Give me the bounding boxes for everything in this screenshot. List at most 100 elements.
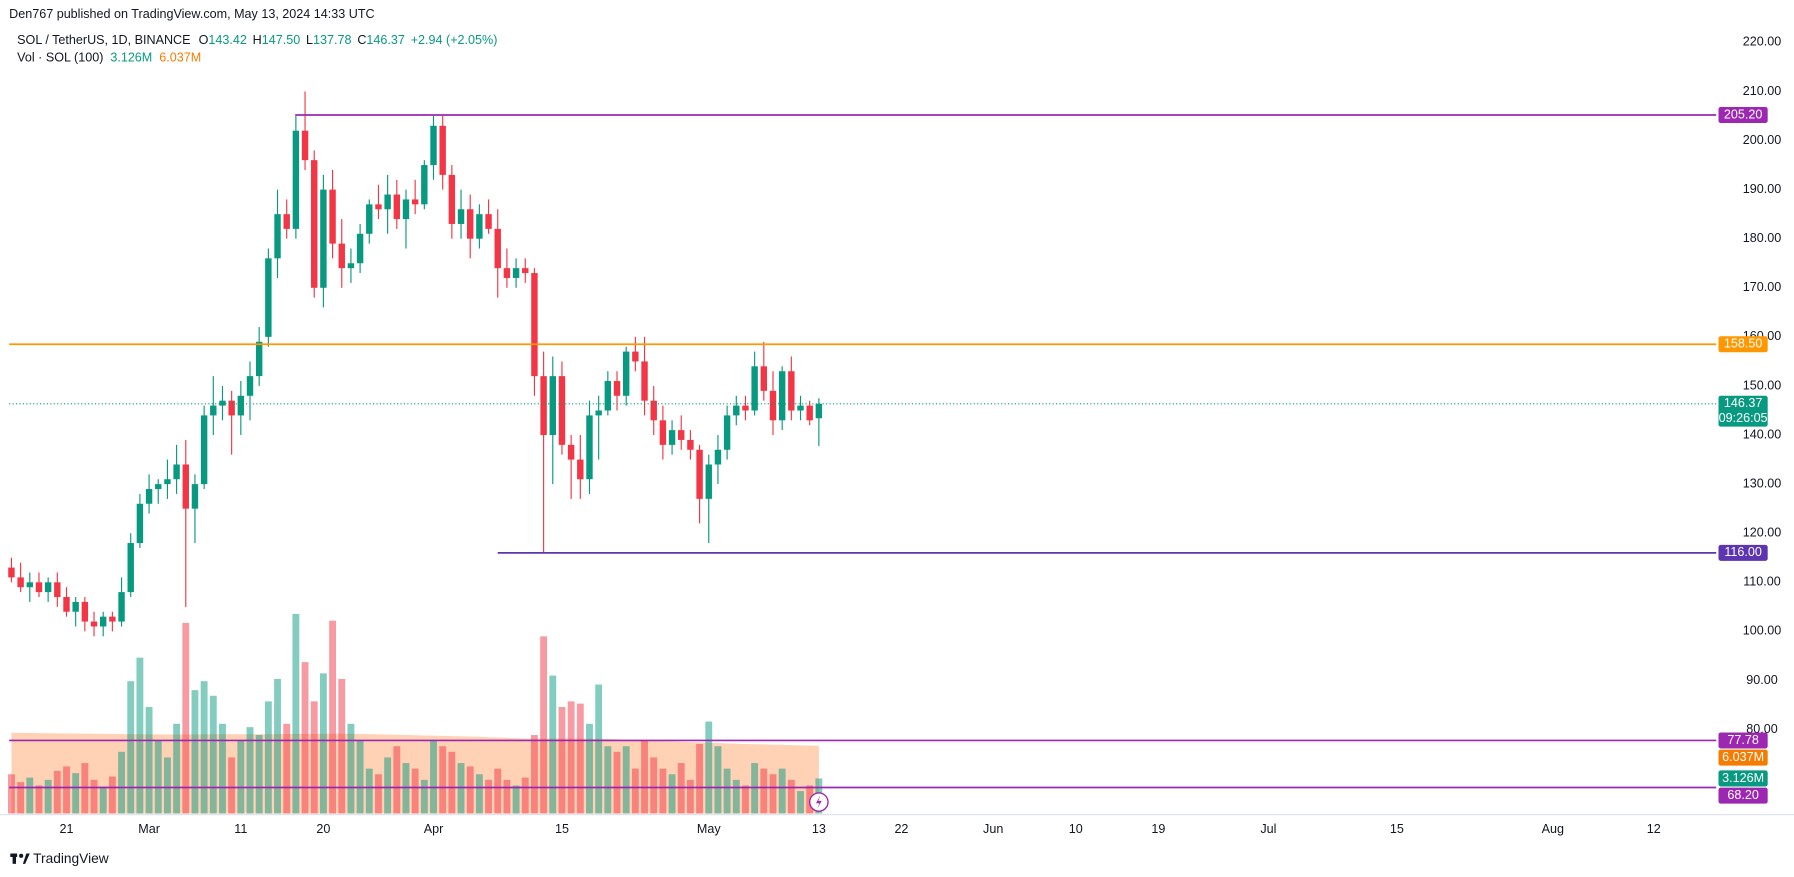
y-tick-label: 130.00 bbox=[1743, 476, 1781, 490]
footer-text: TradingView bbox=[33, 851, 109, 866]
candle-body bbox=[320, 189, 327, 288]
candle-body bbox=[485, 214, 492, 229]
x-tick-label: 15 bbox=[555, 822, 569, 836]
candle-body bbox=[476, 214, 483, 239]
candle-body bbox=[622, 351, 630, 396]
legend-line: SOL / TetherUS, 1D, BINANCE O143.42 H147… bbox=[17, 34, 497, 48]
volume-bar bbox=[613, 751, 621, 814]
price-line-badge bbox=[1718, 732, 1768, 749]
candle-body bbox=[751, 366, 758, 411]
candle-body bbox=[54, 582, 61, 598]
candle-body bbox=[402, 199, 410, 220]
candle-body bbox=[375, 204, 382, 210]
volume-bar bbox=[173, 723, 181, 814]
volume-bar bbox=[622, 746, 630, 814]
candle-body bbox=[99, 616, 107, 627]
volume-bar bbox=[494, 768, 502, 814]
volume-bar bbox=[686, 779, 694, 814]
candle-body bbox=[145, 489, 153, 504]
volume-badge bbox=[1718, 770, 1768, 787]
volume-bar bbox=[595, 684, 603, 814]
volume-bar bbox=[668, 774, 676, 814]
volume-bar bbox=[301, 662, 309, 814]
candle-body bbox=[228, 400, 235, 416]
volume-title: Vol · SOL (100) bbox=[17, 51, 103, 65]
x-tick-label: 20 bbox=[316, 822, 330, 836]
candle-body bbox=[494, 228, 501, 269]
candle-body bbox=[90, 621, 98, 627]
field-key: C bbox=[357, 34, 366, 48]
volume-bar bbox=[384, 757, 392, 814]
candle-body bbox=[191, 484, 199, 509]
candle-body bbox=[577, 459, 584, 480]
candle-body bbox=[733, 405, 740, 416]
volume-bar bbox=[576, 703, 584, 814]
candle-body bbox=[274, 214, 281, 259]
volume-bar bbox=[567, 701, 575, 814]
volume-bar bbox=[283, 723, 291, 814]
volume-bar bbox=[631, 768, 639, 814]
volume-bar bbox=[26, 777, 34, 814]
candle-body bbox=[815, 403, 823, 419]
volume-bar bbox=[310, 701, 318, 814]
volume-bar bbox=[264, 701, 272, 814]
current-price-badge-text: 09:26:05 bbox=[1719, 411, 1768, 425]
volume-bar bbox=[118, 751, 125, 814]
volume-bar bbox=[237, 740, 245, 814]
symbol: SOL / TetherUS, 1D, BINANCE bbox=[17, 34, 190, 48]
candle-body bbox=[384, 194, 391, 210]
candle-body bbox=[430, 125, 437, 166]
candle-body bbox=[604, 381, 612, 411]
candle-body bbox=[246, 376, 254, 396]
candle-body bbox=[540, 376, 547, 436]
candle-body bbox=[17, 577, 24, 588]
field-value: 137.78 bbox=[313, 34, 351, 48]
volume-bar bbox=[209, 695, 217, 814]
volume-bar bbox=[723, 768, 731, 814]
volume-bar bbox=[586, 723, 593, 814]
candle-body bbox=[109, 616, 116, 622]
volume-bar bbox=[659, 768, 667, 814]
volume-bar bbox=[127, 681, 135, 814]
volume-bar bbox=[769, 774, 777, 814]
field-value: 143.42 bbox=[208, 34, 246, 48]
candle-body bbox=[806, 405, 813, 421]
candle-body bbox=[457, 209, 465, 224]
volume-bar bbox=[338, 678, 346, 814]
candle-body bbox=[512, 268, 520, 278]
y-tick-label: 220.00 bbox=[1743, 35, 1781, 49]
volume-value: 3.126M bbox=[110, 51, 152, 65]
price-line-badge bbox=[1718, 787, 1768, 804]
volume-bar bbox=[8, 774, 15, 814]
y-tick-label: 110.00 bbox=[1743, 575, 1781, 589]
candle-layer bbox=[8, 91, 823, 637]
y-tick-label: 100.00 bbox=[1743, 624, 1781, 638]
candle-body bbox=[63, 597, 70, 612]
volume-bar bbox=[228, 757, 236, 814]
candle-body bbox=[659, 420, 667, 445]
candle-body bbox=[283, 214, 290, 229]
candle-body bbox=[265, 258, 272, 337]
y-tick-label: 170.00 bbox=[1743, 280, 1781, 294]
candle-body bbox=[503, 268, 511, 278]
volume-bar bbox=[420, 779, 428, 814]
volume-bar bbox=[430, 740, 437, 814]
volume-bar bbox=[650, 757, 658, 814]
price-line-badge bbox=[1718, 544, 1768, 561]
price-line-badge-text: 158.50 bbox=[1724, 337, 1762, 351]
volume-ma-value: 6.037M bbox=[159, 51, 201, 65]
volume-bar bbox=[145, 706, 153, 814]
candle-body bbox=[155, 484, 162, 490]
candle-body bbox=[613, 381, 621, 396]
candle-body bbox=[567, 444, 575, 460]
volume-bar bbox=[439, 746, 447, 814]
volume-bar bbox=[255, 735, 263, 814]
volume-bar bbox=[778, 768, 786, 814]
price-line-badge bbox=[1718, 106, 1768, 124]
y-tick-label: 90.00 bbox=[1746, 673, 1777, 687]
logo-part bbox=[19, 853, 24, 858]
price-line-badge-text: 116.00 bbox=[1724, 545, 1762, 559]
x-tick-label: 11 bbox=[234, 822, 247, 836]
volume-bar bbox=[540, 636, 548, 814]
